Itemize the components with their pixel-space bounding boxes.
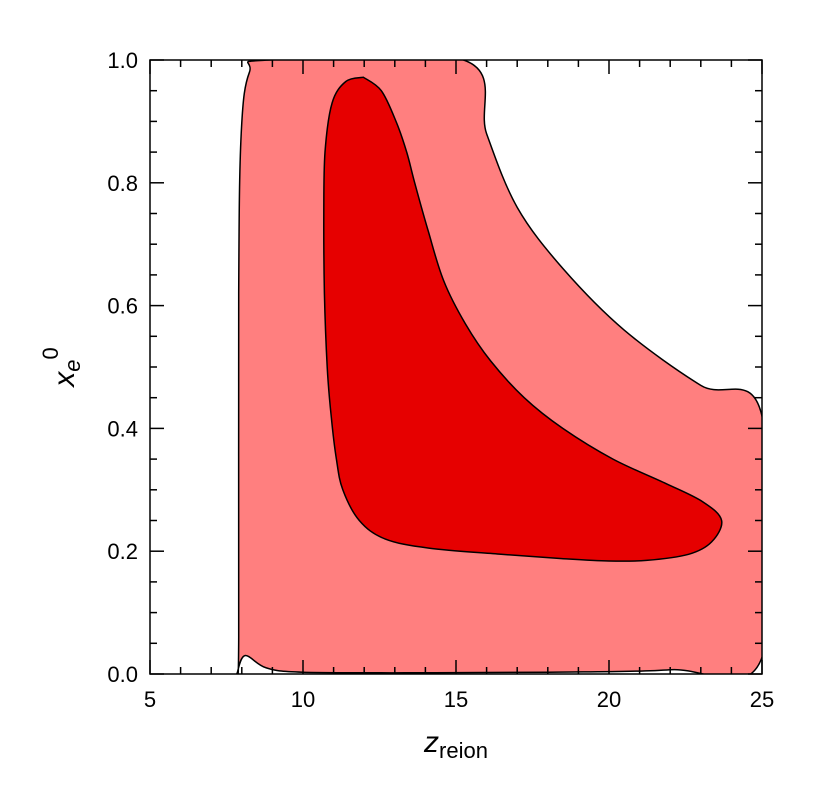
x-axis-label-subscript: reion bbox=[439, 738, 488, 763]
contour-region-inner bbox=[323, 76, 723, 562]
y-axis-label-subscript: e bbox=[60, 360, 85, 372]
x-axis-label: zreion bbox=[423, 726, 488, 763]
y-tick-label: 0.6 bbox=[107, 294, 138, 319]
contour-regions bbox=[236, 60, 762, 674]
axis-ticks bbox=[149, 59, 763, 675]
x-tick-label: 20 bbox=[597, 687, 621, 712]
y-tick-label: 0.0 bbox=[107, 662, 138, 687]
y-axis-label: xe0 bbox=[38, 347, 85, 389]
y-axis-label-main: x bbox=[48, 371, 81, 389]
y-tick-label: 0.8 bbox=[107, 171, 138, 196]
x-tick-label: 5 bbox=[144, 687, 156, 712]
x-tick-label: 25 bbox=[750, 687, 774, 712]
x-tick-label: 15 bbox=[444, 687, 468, 712]
y-tick-label: 0.4 bbox=[107, 416, 138, 441]
y-axis-label-superscript: 0 bbox=[38, 347, 63, 359]
y-tick-label: 1.0 bbox=[107, 48, 138, 73]
contour-region-outer bbox=[236, 60, 762, 674]
x-axis-label-main: z bbox=[423, 726, 439, 759]
tick-labels: 5 10 15 20 25 0.0 0.2 0.4 0.6 0.8 1.0 bbox=[107, 48, 774, 712]
x-tick-label: 10 bbox=[291, 687, 315, 712]
y-tick-label: 0.2 bbox=[107, 539, 138, 564]
